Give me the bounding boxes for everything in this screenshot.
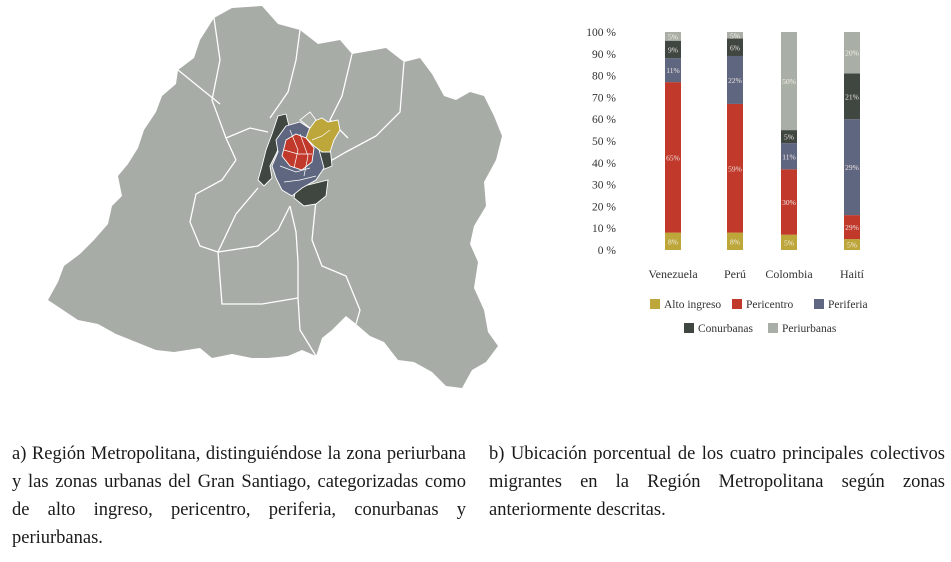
data-label: 65% (666, 153, 680, 162)
bar-segment-periferia (844, 119, 860, 216)
zone-periurbanas-north (299, 111, 317, 129)
data-label: 5% (847, 241, 857, 250)
bar-segment-alto_ingreso (781, 234, 797, 250)
bar-segment-pericentro (781, 169, 797, 235)
legend-swatch (650, 299, 660, 309)
y-tick-label: 10 % (592, 223, 616, 235)
chart-legend: Alto ingreso Pericentro Periferia Conurbana… (650, 299, 868, 335)
legend-label: Alto ingreso (664, 299, 721, 311)
x-tick-label: Perú (724, 267, 746, 281)
legend-label: Conurbanas (698, 323, 753, 335)
bar-segment-conurbanas (781, 130, 797, 144)
bar-segment-periurbanas (665, 32, 681, 41)
data-label: 21% (845, 92, 859, 101)
y-tick-label: 90 % (592, 49, 616, 61)
bar-segment-pericentro (665, 82, 681, 233)
data-label: 30% (782, 198, 796, 207)
bar-segment-pericentro (727, 103, 743, 233)
data-label: 6% (730, 43, 740, 52)
commune-borders (177, 17, 405, 357)
data-label: 11% (666, 66, 679, 75)
data-label: 59% (728, 164, 742, 173)
bar-segment-conurbanas (665, 40, 681, 59)
x-tick-label: Colombia (765, 267, 813, 281)
data-label: 8% (668, 237, 678, 246)
legend-swatch (768, 323, 778, 333)
data-label: 29% (845, 223, 859, 232)
legend-label: Pericentro (746, 299, 794, 311)
chart-svg: 0 % 10 % 20 % 30 % 40 % 50 % 60 % 70 % 80 % 90 % 1… (586, 27, 868, 335)
bars-group: 8% 65% 11% 9% 5% 8% 59% 22% 6% 5% 5% 30% 11% 5% 50% 5% 2… (665, 31, 860, 250)
legend-swatch (732, 299, 742, 309)
bar-segment-periurbanas (781, 32, 797, 131)
y-tick-label: 60 % (592, 114, 616, 126)
bar-segment-periferia (781, 143, 797, 170)
bar-segment-pericentro (844, 215, 860, 240)
y-tick-label: 100 % (586, 27, 616, 39)
y-tick-label: 30 % (592, 180, 616, 192)
data-label: 5% (730, 31, 740, 40)
data-label: 20% (845, 49, 859, 58)
bar-segment-conurbanas (727, 38, 743, 56)
urban-commune-lines (279, 129, 331, 183)
y-tick-label: 50 % (592, 136, 616, 148)
x-axis: Venezuela Perú Colombia Haití (648, 267, 864, 281)
legend-label: Periferia (828, 299, 868, 311)
legend-swatch (684, 323, 694, 333)
y-tick-label: 40 % (592, 158, 616, 170)
zone-pericentro (281, 133, 315, 171)
bar-segment-periferia (665, 58, 681, 83)
data-label: 8% (730, 237, 740, 246)
y-tick-label: 0 % (598, 245, 617, 257)
y-axis: 0 % 10 % 20 % 30 % 40 % 50 % 60 % 70 % 80 % 90 % 1… (586, 27, 616, 257)
data-label: 5% (784, 238, 794, 247)
stacked-bar-chart: 0 % 10 % 20 % 30 % 40 % 50 % 60 % 70 % 80 % 90 % 1… (560, 0, 951, 400)
caption-chart: b) Ubicación porcentual de los cuatro pr… (489, 444, 945, 520)
y-tick-label: 20 % (592, 201, 616, 213)
bar-segment-alto_ingreso (727, 232, 743, 250)
data-label: 11% (782, 152, 795, 161)
legend-swatch (814, 299, 824, 309)
bar-segment-periferia (727, 55, 743, 104)
bar-segment-alto_ingreso (665, 232, 681, 250)
legend-label: Periurbanas (782, 323, 837, 335)
bar-segment-alto_ingreso (844, 239, 860, 250)
x-tick-label: Venezuela (648, 267, 698, 281)
data-label: 22% (728, 76, 742, 85)
gran-santiago-zones (257, 111, 341, 207)
data-label: 50% (782, 77, 796, 86)
region-outline (48, 6, 502, 388)
data-label: 29% (845, 163, 859, 172)
bar-segment-conurbanas (844, 73, 860, 120)
y-tick-label: 70 % (592, 92, 616, 104)
x-tick-label: Haití (840, 267, 865, 281)
region-metropolitana-map (0, 0, 560, 400)
caption-map: a) Región Metropolitana, distinguiéndose… (12, 444, 466, 548)
y-tick-label: 80 % (592, 71, 616, 83)
data-label: 5% (784, 133, 794, 142)
data-label: 5% (668, 32, 678, 41)
data-label: 9% (668, 45, 678, 54)
bar-segment-periurbanas (727, 32, 743, 39)
map-svg (48, 6, 502, 388)
bar-segment-periurbanas (844, 32, 860, 74)
